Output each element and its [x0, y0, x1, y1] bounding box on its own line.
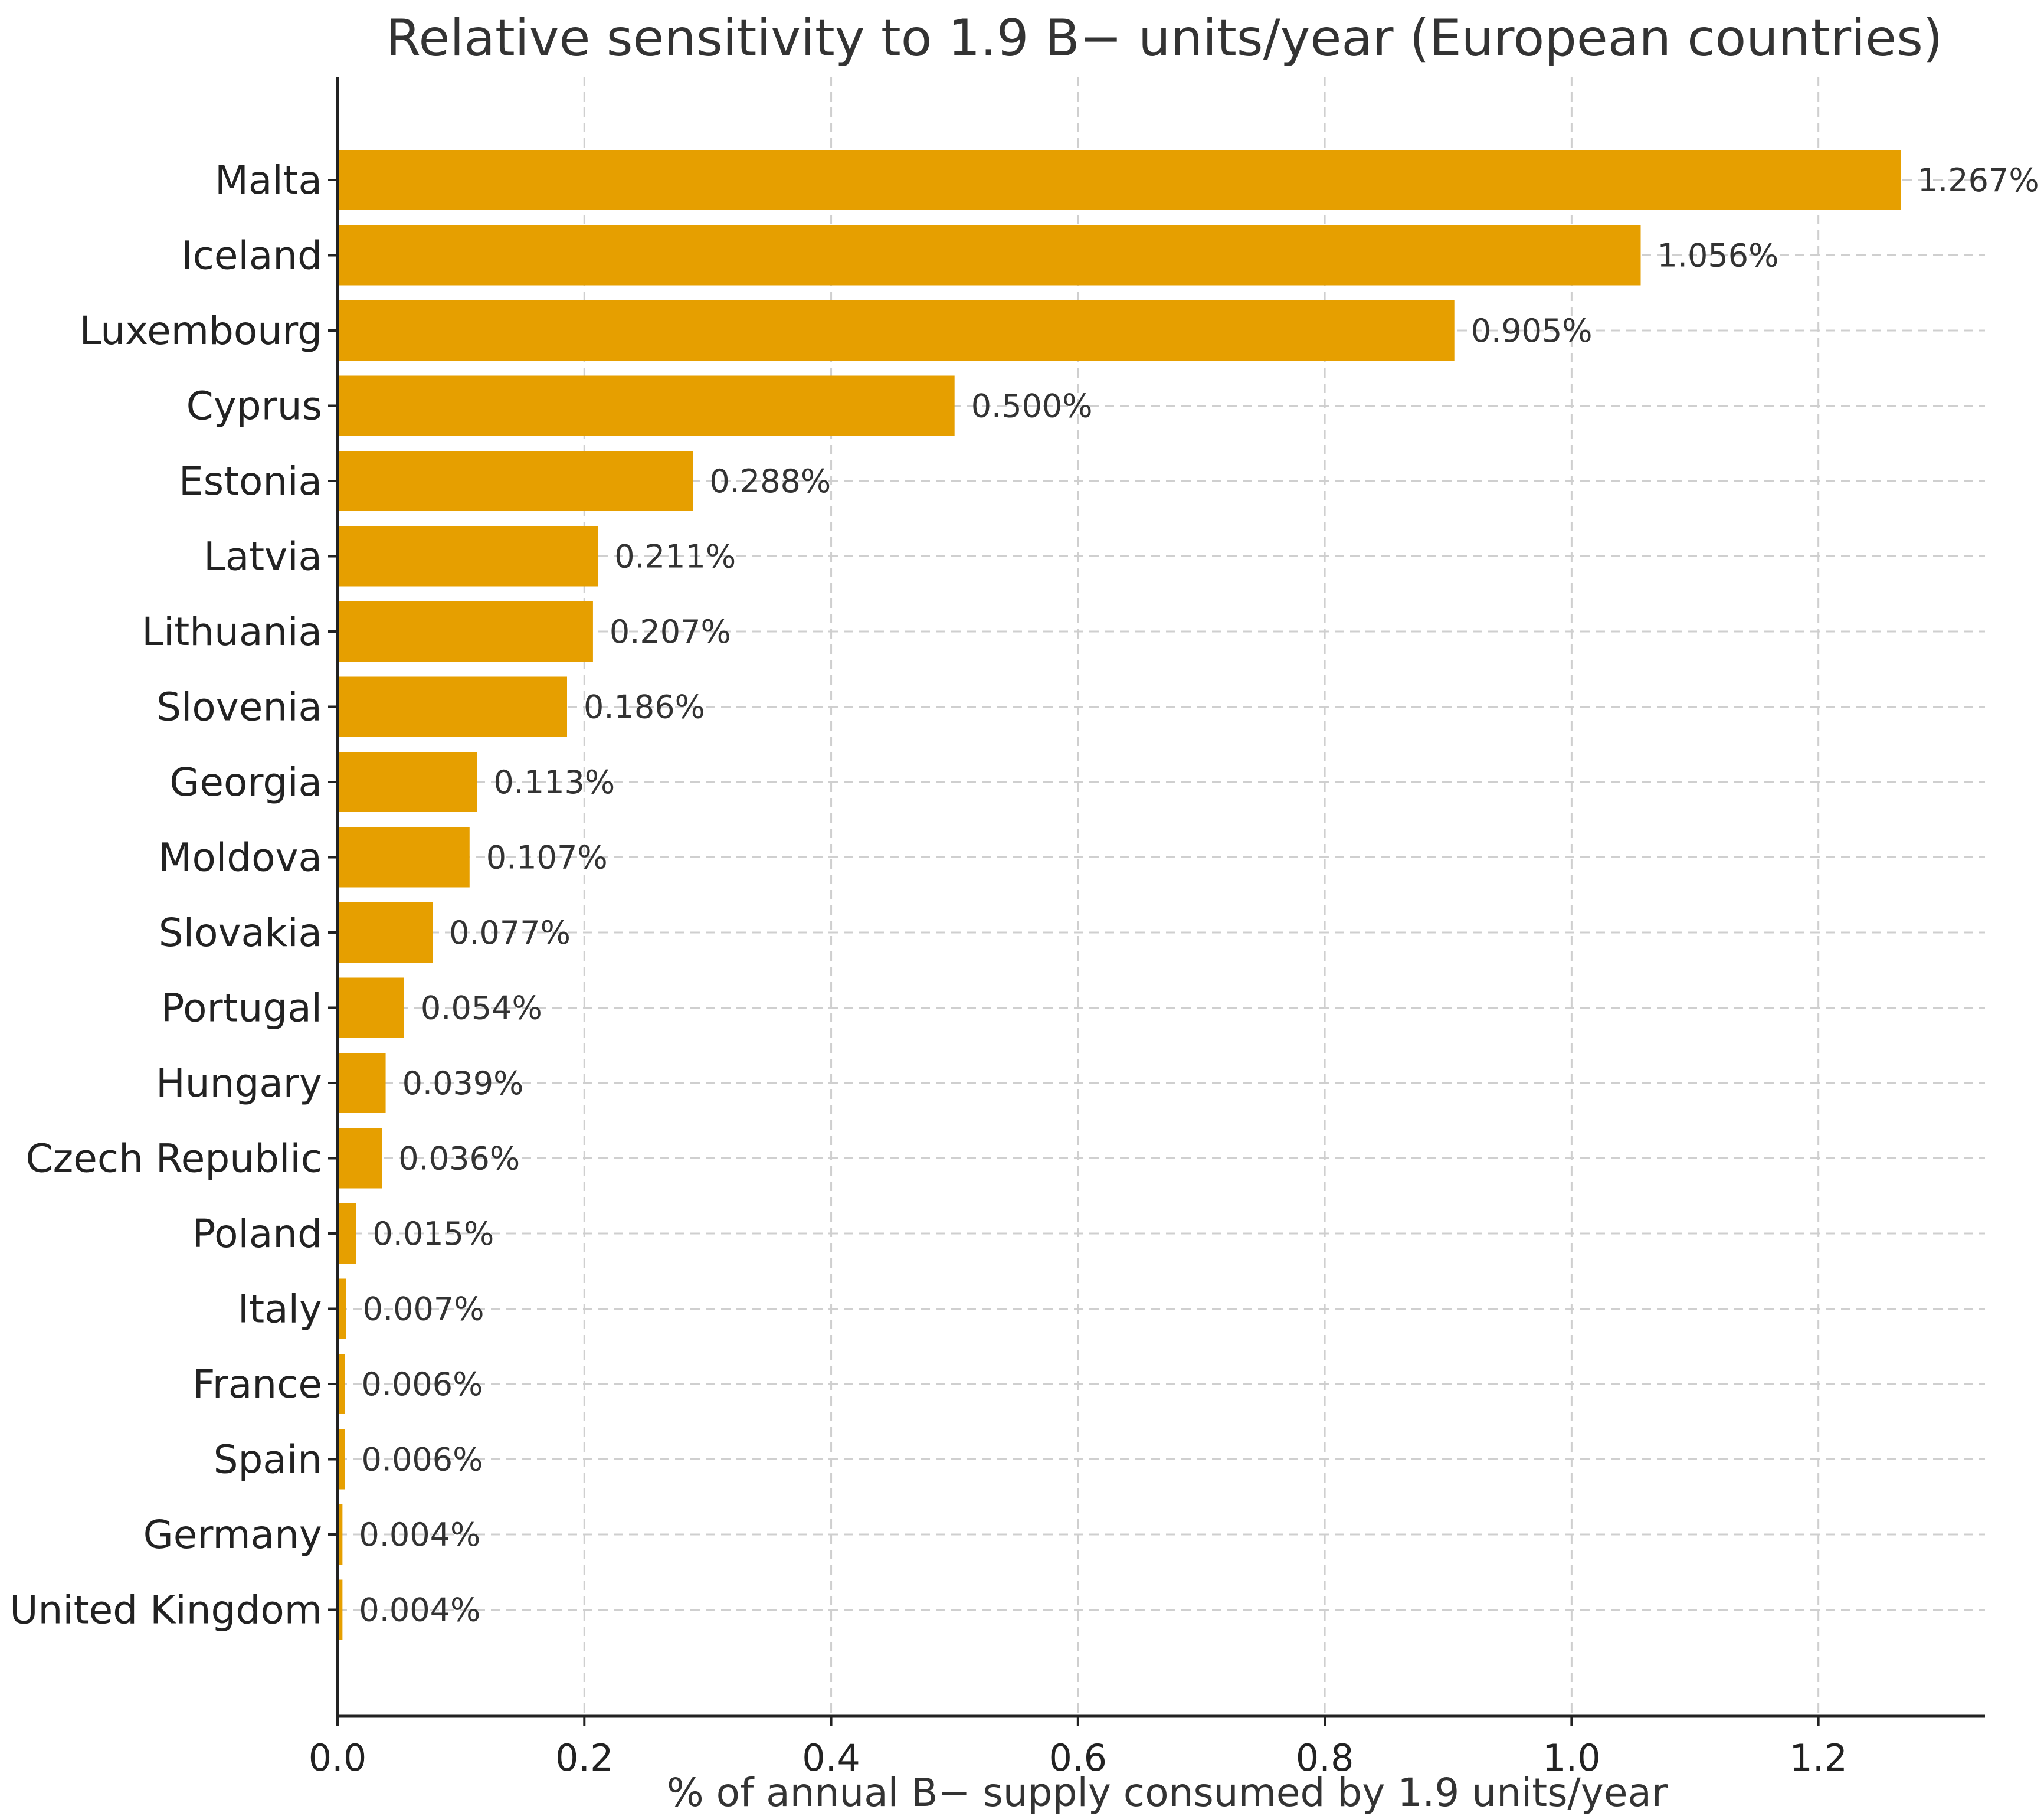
bar-value-label: 0.036% — [398, 1140, 520, 1177]
category-label: Italy — [238, 1287, 322, 1332]
chart-title: Relative sensitivity to 1.9 B− units/yea… — [386, 9, 1943, 68]
category-label: Slovenia — [156, 685, 322, 730]
bar — [338, 300, 1455, 361]
bar — [338, 1203, 356, 1264]
bar — [338, 451, 693, 511]
category-label: Malta — [215, 158, 322, 203]
bar-value-label: 0.006% — [362, 1366, 483, 1403]
bar — [338, 752, 477, 812]
bar — [338, 526, 598, 587]
bar-value-label: 0.186% — [584, 689, 705, 726]
bar-value-label: 0.004% — [359, 1592, 480, 1629]
x-tick-label: 1.0 — [1542, 1736, 1601, 1779]
bars — [338, 150, 1901, 1640]
bar-value-label: 0.905% — [1471, 312, 1593, 349]
bar — [338, 150, 1901, 210]
x-tick-labels: 0.0 0.2 0.4 0.6 0.8 1.0 1.2 — [309, 1736, 1848, 1779]
bar-value-label: 0.006% — [362, 1441, 483, 1478]
bar-value-label: 0.039% — [402, 1065, 524, 1102]
category-label: Germany — [143, 1512, 322, 1557]
x-axis-label: % of annual B− supply consumed by 1.9 un… — [667, 1770, 1668, 1815]
bar-value-label: 0.107% — [486, 839, 608, 876]
x-tick-label: 0.8 — [1296, 1736, 1354, 1779]
category-label: Czech Republic — [25, 1136, 322, 1182]
data-labels: 1.267% 1.056% 0.905% 0.500% 0.288% 0.211% 0.20… — [359, 162, 2039, 1629]
bar-value-label: 0.211% — [614, 538, 736, 575]
category-label: United Kingdom — [9, 1588, 322, 1633]
category-label: Iceland — [181, 233, 322, 279]
bar-value-label: 1.267% — [1918, 162, 2039, 199]
category-label: Portugal — [161, 986, 322, 1031]
axes — [328, 77, 1985, 1726]
category-label: France — [193, 1362, 322, 1407]
bar-value-label: 0.077% — [449, 914, 571, 951]
x-tick-label: 0.2 — [555, 1736, 614, 1779]
bar — [338, 1504, 343, 1565]
bar-value-label: 0.113% — [493, 764, 615, 801]
bar-value-label: 0.015% — [372, 1215, 494, 1252]
bar-value-label: 0.207% — [610, 613, 731, 650]
bar — [338, 1354, 345, 1414]
bar — [338, 676, 567, 737]
bar — [338, 601, 593, 662]
category-label: Georgia — [169, 760, 322, 805]
x-tick-label: 1.2 — [1789, 1736, 1848, 1779]
bar — [338, 1579, 343, 1640]
bar-value-label: 0.004% — [359, 1516, 480, 1553]
category-label: Luxembourg — [80, 308, 322, 354]
bar — [338, 225, 1641, 286]
category-label: Lithuania — [142, 609, 322, 655]
category-label: Moldova — [159, 835, 322, 881]
bar — [338, 827, 470, 888]
bar-value-label: 1.056% — [1658, 237, 1779, 274]
category-label: Hungary — [156, 1061, 322, 1106]
category-labels: Malta Iceland Luxembourg Cyprus Estonia Latvi… — [9, 158, 322, 1633]
bar — [338, 1128, 382, 1189]
category-label: Cyprus — [186, 384, 322, 429]
bar — [338, 902, 433, 963]
category-label: Slovakia — [159, 910, 322, 956]
category-label: Estonia — [179, 459, 322, 504]
bar — [338, 375, 955, 436]
bar-value-label: 0.500% — [971, 388, 1093, 425]
bar — [338, 1278, 346, 1339]
bar — [338, 1053, 386, 1113]
category-label: Poland — [192, 1211, 322, 1257]
x-tick-label: 0.6 — [1049, 1736, 1108, 1779]
category-label: Spain — [214, 1437, 322, 1483]
x-tick-label: 0.0 — [309, 1736, 367, 1779]
bar — [338, 1429, 345, 1490]
bar — [338, 977, 404, 1038]
category-label: Latvia — [204, 534, 322, 580]
x-tick-label: 0.4 — [802, 1736, 860, 1779]
bar-value-label: 0.288% — [709, 463, 831, 500]
bar-value-label: 0.007% — [363, 1291, 484, 1328]
bar-value-label: 0.054% — [421, 990, 542, 1027]
